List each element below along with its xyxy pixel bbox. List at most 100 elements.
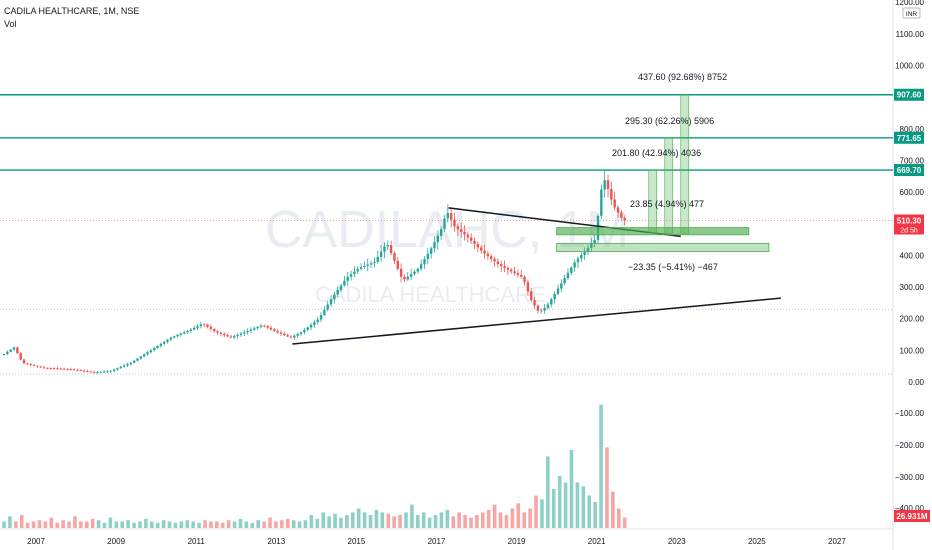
candle-body (409, 274, 413, 277)
volume-bar (528, 508, 532, 528)
volume-bar (557, 476, 562, 528)
candle-body (490, 256, 493, 259)
candle-body (183, 332, 186, 334)
volume-bar (451, 516, 456, 528)
volume-tick-label: −200.00 (895, 441, 925, 450)
candle-body (99, 371, 102, 373)
price-tick-label: 1000.00 (895, 62, 924, 71)
candle-body (453, 219, 456, 227)
volume-bar (268, 517, 272, 528)
candle-body (116, 368, 119, 370)
time-tick-label: 2023 (668, 537, 686, 546)
volume-bar (522, 512, 527, 528)
name-watermark: CADILA HEALTHCARE (315, 282, 546, 307)
candle-body (59, 368, 62, 370)
candle-body (112, 369, 116, 371)
volume-bar (404, 512, 408, 528)
candle-body (306, 327, 309, 331)
volume-bar (516, 503, 521, 528)
zone-box-0 (556, 227, 750, 236)
candle-body (169, 337, 173, 340)
volume-bar (599, 404, 603, 528)
candle-body (459, 229, 463, 232)
candle-body (523, 276, 526, 283)
candle-body (319, 315, 323, 320)
volume-bar (481, 512, 485, 528)
volume-bar (8, 516, 12, 528)
candle-body (219, 332, 223, 334)
candle-body (530, 291, 533, 301)
volume-bar (622, 517, 627, 528)
candle-body (443, 218, 446, 230)
candle-body (253, 328, 256, 330)
volume-bar (120, 521, 125, 528)
candle-body (423, 259, 426, 265)
volume-bar (439, 512, 444, 528)
volume-tick-label: −300.00 (895, 473, 925, 482)
candle-body (496, 261, 500, 265)
volume-bar (73, 516, 77, 528)
price-tick-label: 600.00 (900, 188, 925, 197)
candle-body (132, 360, 136, 363)
candle-body (493, 258, 496, 262)
price-tick-label: 100.00 (900, 346, 925, 355)
candle-body (506, 267, 510, 270)
projection-label: 437.60 (92.68%) 8752 (638, 72, 727, 82)
level-badge (894, 164, 924, 177)
candle-body (456, 226, 460, 230)
projection-label: 23.85 (4.94%) 477 (630, 199, 704, 209)
volume-bar (37, 520, 42, 528)
candle-body (299, 332, 303, 334)
candle-body (476, 243, 480, 248)
candle-body (326, 304, 329, 310)
volume-bar (108, 517, 113, 528)
volume-bar (14, 521, 18, 528)
volume-bar (203, 520, 207, 528)
volume-bar (350, 512, 355, 528)
candle-body (149, 350, 153, 353)
volume-bar (185, 520, 190, 528)
candle-body (500, 264, 503, 267)
volume-bar (510, 508, 515, 528)
volume-bar (416, 515, 420, 528)
candle-body (349, 274, 353, 277)
current-price-countdown: 2d 5h (900, 227, 918, 234)
candle-body (52, 368, 56, 370)
currency-label: INR (906, 11, 918, 18)
candle-body (196, 326, 199, 328)
candle-body (560, 283, 563, 289)
candle-body (313, 322, 316, 325)
candle-body (616, 207, 620, 213)
volume-bar (546, 456, 550, 528)
volume-bar (605, 447, 609, 528)
candle-body (446, 213, 450, 219)
candle-body (129, 362, 133, 365)
candle-body (363, 265, 366, 268)
candle-body (256, 327, 259, 329)
volume-bar (274, 521, 278, 528)
level-badge-label: 669.70 (897, 166, 922, 175)
volume-bar (132, 522, 136, 528)
volume-bar (368, 515, 373, 528)
volume-bar (61, 520, 65, 528)
time-tick-label: 2019 (508, 537, 526, 546)
candle-body (29, 364, 32, 365)
volume-bar (209, 521, 213, 528)
volume-badge (894, 510, 930, 522)
volume-bar (262, 521, 266, 528)
volume-bar (161, 520, 166, 528)
candle-body (162, 341, 166, 344)
volume-bar (427, 517, 432, 528)
candle-body (429, 248, 433, 254)
candle-body (266, 325, 269, 328)
candle-body (36, 365, 39, 367)
current-price-badge (894, 214, 924, 235)
candle-body (533, 300, 536, 306)
price-tick-label: 200.00 (900, 315, 925, 324)
time-tick-label: 2007 (27, 537, 45, 546)
volume-bar (191, 521, 195, 528)
volume-bar (2, 521, 6, 528)
volume-bar (587, 495, 592, 528)
volume-bar (492, 504, 497, 528)
